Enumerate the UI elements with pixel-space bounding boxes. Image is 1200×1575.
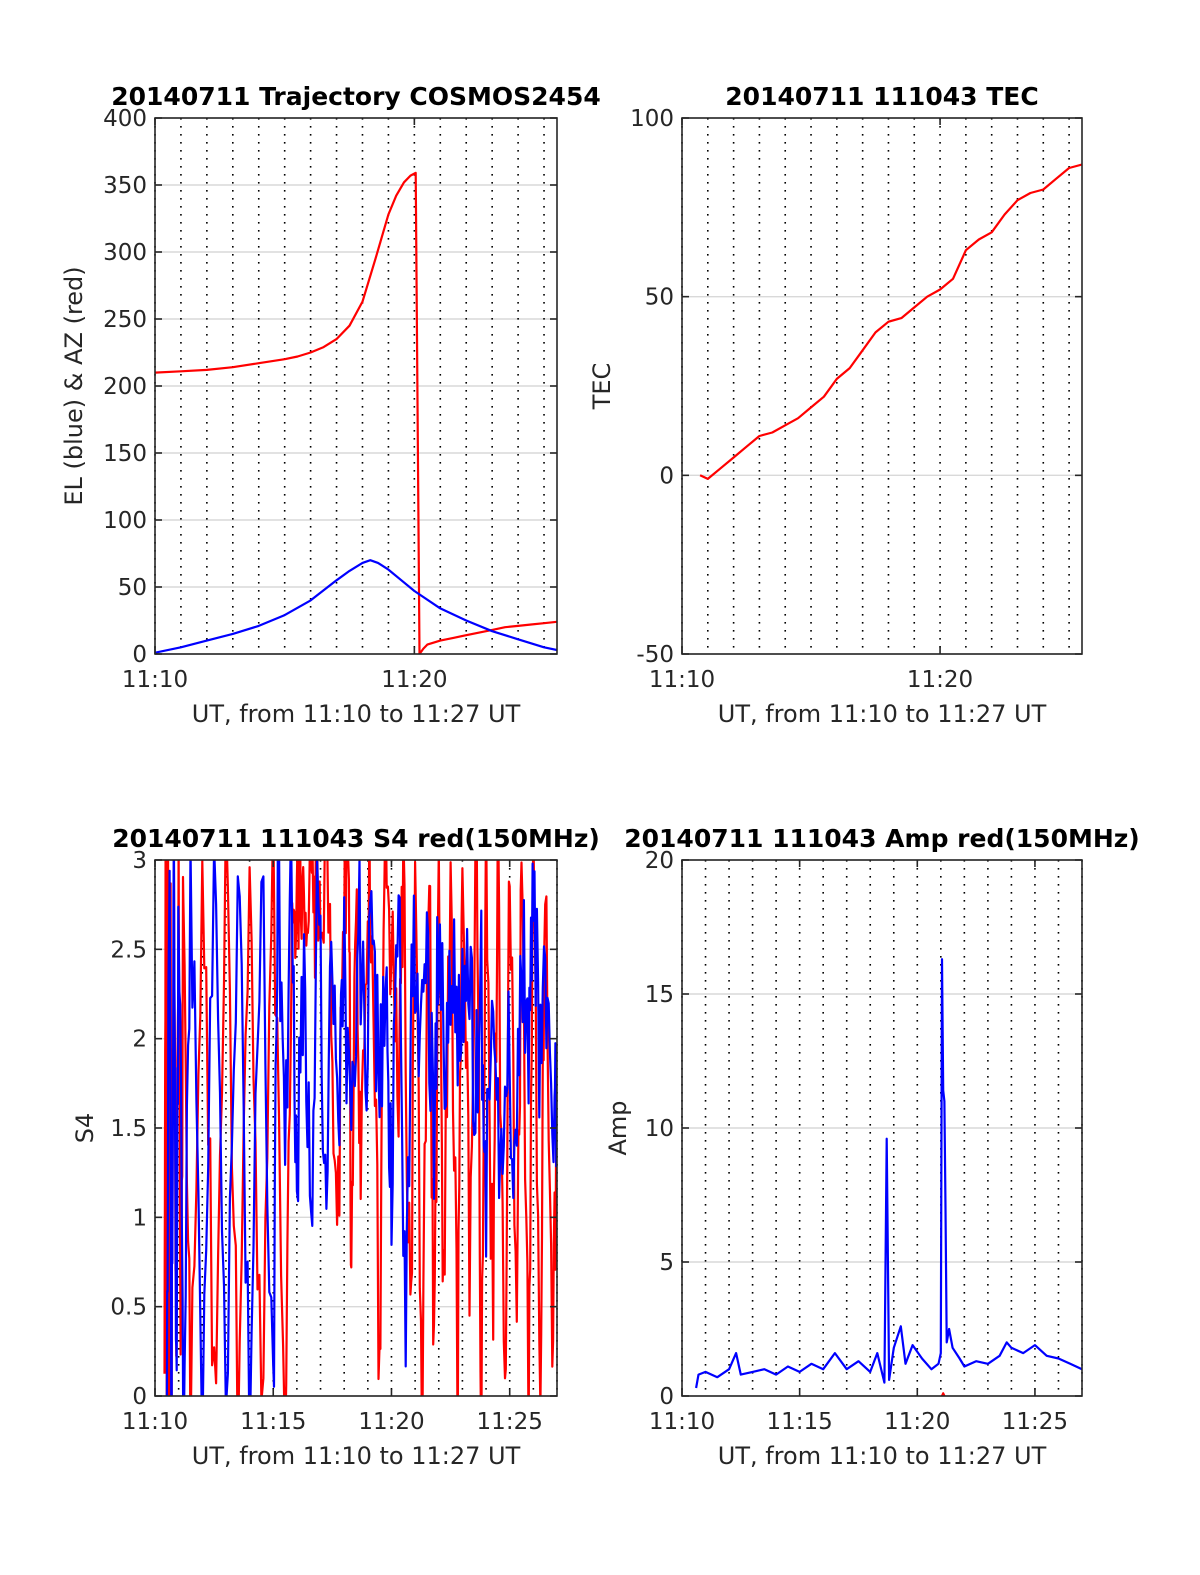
x-tick-label: 11:20 — [381, 667, 447, 693]
chart-title: 20140711 111043 S4 red(150MHz) — [112, 824, 600, 853]
y-tick-label: 0 — [659, 463, 674, 489]
y-axis-label: S4 — [71, 1113, 99, 1144]
y-tick-label: 0 — [132, 1384, 147, 1410]
y-tick-label: 1 — [132, 1205, 147, 1231]
y-tick-label: 2 — [132, 1027, 147, 1053]
chart-title: 20140711 111043 TEC — [725, 82, 1038, 111]
x-tick-label: 11:15 — [766, 1409, 832, 1435]
y-tick-label: 50 — [118, 575, 147, 601]
y-tick-label: 0.5 — [110, 1295, 147, 1321]
y-tick-label: -50 — [636, 642, 674, 668]
y-tick-label: 0 — [659, 1384, 674, 1410]
y-tick-label: 100 — [630, 106, 674, 132]
y-tick-label: 150 — [103, 441, 147, 467]
x-tick-label: 11:25 — [477, 1409, 543, 1435]
y-tick-label: 5 — [659, 1250, 674, 1276]
y-tick-label: 0 — [132, 642, 147, 668]
x-axis-label: UT, from 11:10 to 11:27 UT — [192, 1442, 521, 1470]
series-line-1 — [165, 860, 557, 1396]
y-tick-label: 400 — [103, 106, 147, 132]
panel-trajectory: 0 50 100 150 200 250 300 350 400 11:10 11:20 201407… — [60, 82, 601, 728]
y-axis-label: TEC — [588, 363, 616, 411]
y-tick-label: 15 — [645, 982, 674, 1008]
y-tick-label: 2.5 — [110, 937, 147, 963]
x-tick-label: 11:10 — [122, 1409, 188, 1435]
x-tick-label: 11:25 — [1002, 1409, 1068, 1435]
axes-box — [681, 117, 1083, 655]
y-tick-label: 250 — [103, 307, 147, 333]
x-axis-label: UT, from 11:10 to 11:27 UT — [718, 700, 1047, 728]
x-tick-label: 11:15 — [240, 1409, 306, 1435]
panel-s4: 0 0.5 1 1.5 2 2.5 3 11:10 11:15 11:20 11:25 2014071… — [71, 824, 600, 1470]
y-tick-label: 100 — [103, 508, 147, 534]
y-tick-label: 300 — [103, 240, 147, 266]
y-tick-label: 50 — [645, 285, 674, 311]
y-tick-label: 1.5 — [110, 1116, 147, 1142]
x-axis-label: UT, from 11:10 to 11:27 UT — [192, 700, 521, 728]
x-tick-label: 11:20 — [358, 1409, 424, 1435]
x-tick-label: 11:10 — [649, 1409, 715, 1435]
chart-title: 20140711 Trajectory COSMOS2454 — [111, 82, 601, 111]
y-tick-label: 3 — [132, 848, 147, 874]
x-tick-label: 11:10 — [122, 667, 188, 693]
panel-amp: 0 5 10 15 20 11:10 11:15 11:20 11:25 20140711 111… — [604, 824, 1140, 1470]
series-line-0 — [163, 860, 557, 1396]
y-axis-label: Amp — [604, 1100, 632, 1155]
x-tick-label: 11:20 — [907, 667, 973, 693]
y-axis-label: EL (blue) & AZ (red) — [60, 266, 88, 505]
y-tick-label: 350 — [103, 173, 147, 199]
y-tick-label: 10 — [645, 1116, 674, 1142]
x-tick-label: 11:20 — [884, 1409, 950, 1435]
chart-title: 20140711 111043 Amp red(150MHz) — [624, 824, 1140, 853]
x-tick-label: 11:10 — [649, 667, 715, 693]
y-tick-label: 200 — [103, 374, 147, 400]
series-line-0 — [940, 1392, 946, 1396]
series-line-0 — [699, 163, 1082, 480]
series-line-1 — [155, 559, 557, 654]
panel-tec: -50 0 50 100 11:10 11:20 20140711 111043 TEC UT… — [588, 82, 1083, 728]
y-tick-label: 20 — [645, 848, 674, 874]
x-axis-label: UT, from 11:10 to 11:27 UT — [718, 1442, 1047, 1470]
series-line-0 — [155, 171, 557, 654]
series-line-1 — [695, 958, 1082, 1389]
